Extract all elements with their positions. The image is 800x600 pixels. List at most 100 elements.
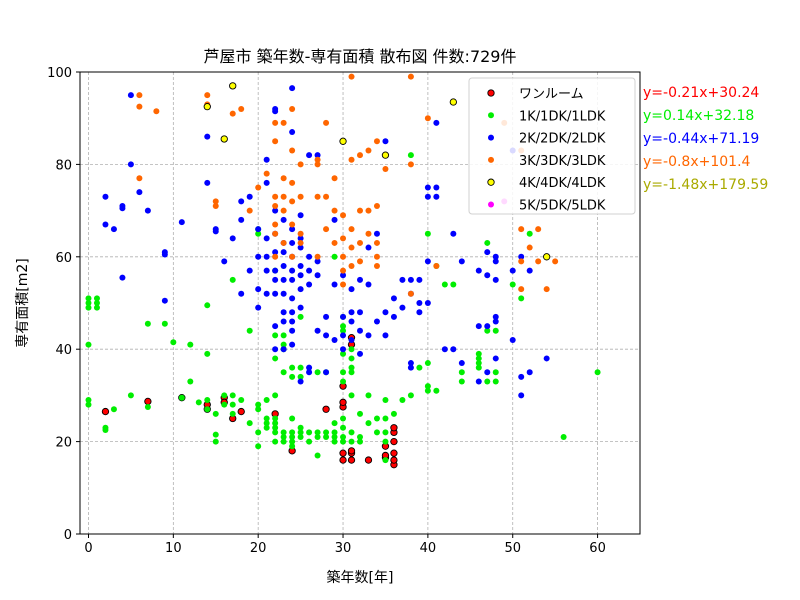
data-point	[136, 103, 143, 110]
data-point	[204, 179, 211, 186]
data-point	[492, 253, 499, 260]
data-point	[348, 429, 355, 436]
data-point	[526, 267, 533, 274]
data-point	[297, 304, 304, 311]
data-point	[535, 226, 542, 233]
data-point	[101, 407, 110, 416]
data-point	[263, 415, 270, 422]
data-point	[331, 175, 338, 182]
data-point	[509, 267, 516, 274]
data-point	[306, 438, 313, 445]
data-point	[475, 323, 482, 330]
data-point	[407, 392, 414, 399]
data-point	[518, 295, 525, 302]
data-point	[552, 258, 559, 265]
data-point	[323, 369, 330, 376]
data-point	[526, 230, 533, 237]
data-point	[357, 258, 363, 265]
data-point	[85, 295, 92, 302]
data-point	[297, 313, 304, 320]
data-point	[441, 346, 448, 353]
data-point	[102, 221, 109, 228]
data-point	[348, 263, 355, 270]
data-point	[85, 397, 92, 404]
data-point	[255, 443, 262, 450]
data-point	[357, 433, 363, 440]
data-point	[314, 253, 321, 260]
data-point	[331, 281, 338, 288]
data-point	[85, 401, 92, 408]
data-point	[373, 239, 380, 246]
data-point	[331, 253, 338, 260]
data-point	[229, 235, 236, 242]
axes-frame	[79, 71, 641, 535]
data-point	[229, 110, 236, 117]
data-point	[331, 429, 338, 436]
data-point	[272, 290, 279, 297]
data-point	[263, 179, 270, 186]
data-point	[526, 369, 533, 376]
data-point	[365, 207, 372, 214]
data-point	[280, 332, 287, 339]
data-point	[382, 138, 389, 145]
data-point	[323, 119, 330, 126]
data-point	[127, 161, 134, 168]
data-point	[289, 415, 296, 422]
data-point	[161, 320, 168, 327]
data-point	[323, 429, 330, 436]
data-point	[229, 392, 236, 399]
data-point	[339, 456, 347, 464]
data-point	[382, 397, 389, 404]
data-point	[450, 230, 457, 237]
data-point	[255, 429, 262, 436]
data-point	[297, 230, 304, 237]
data-point	[373, 415, 380, 422]
data-point	[289, 327, 296, 334]
data-point	[373, 202, 380, 209]
data-point	[365, 420, 372, 427]
data-point	[382, 332, 389, 339]
data-point	[263, 290, 270, 297]
data-point	[263, 156, 270, 163]
data-point	[390, 424, 398, 432]
data-point	[424, 300, 431, 306]
data-point	[390, 295, 397, 302]
data-point	[340, 332, 347, 339]
data-point	[450, 346, 457, 353]
data-point	[272, 323, 279, 330]
legend-marker	[487, 178, 495, 186]
data-point	[348, 438, 355, 445]
data-point	[373, 263, 380, 270]
data-point	[280, 207, 287, 214]
data-point	[204, 406, 211, 413]
data-point	[144, 403, 151, 410]
data-point	[340, 281, 347, 288]
data-point	[85, 341, 92, 348]
data-point	[509, 336, 516, 343]
data-point	[280, 369, 287, 376]
data-point	[382, 429, 389, 436]
data-point	[161, 297, 168, 304]
data-point	[331, 420, 338, 427]
data-point	[365, 230, 372, 237]
data-point	[340, 433, 347, 440]
data-point	[399, 304, 406, 311]
data-point	[518, 226, 525, 233]
data-point	[390, 456, 398, 464]
data-point	[212, 228, 219, 235]
data-point	[272, 415, 279, 422]
data-point	[331, 207, 338, 214]
data-point	[289, 147, 296, 154]
data-point	[289, 276, 296, 283]
data-point	[484, 378, 491, 385]
data-point	[348, 156, 355, 163]
data-point	[229, 276, 236, 283]
data-point	[203, 103, 211, 111]
data-point	[357, 152, 363, 159]
data-point	[348, 244, 355, 251]
data-point	[475, 350, 482, 357]
data-point	[416, 309, 423, 316]
data-point	[289, 433, 296, 440]
data-point	[475, 267, 482, 274]
data-point	[263, 267, 270, 274]
